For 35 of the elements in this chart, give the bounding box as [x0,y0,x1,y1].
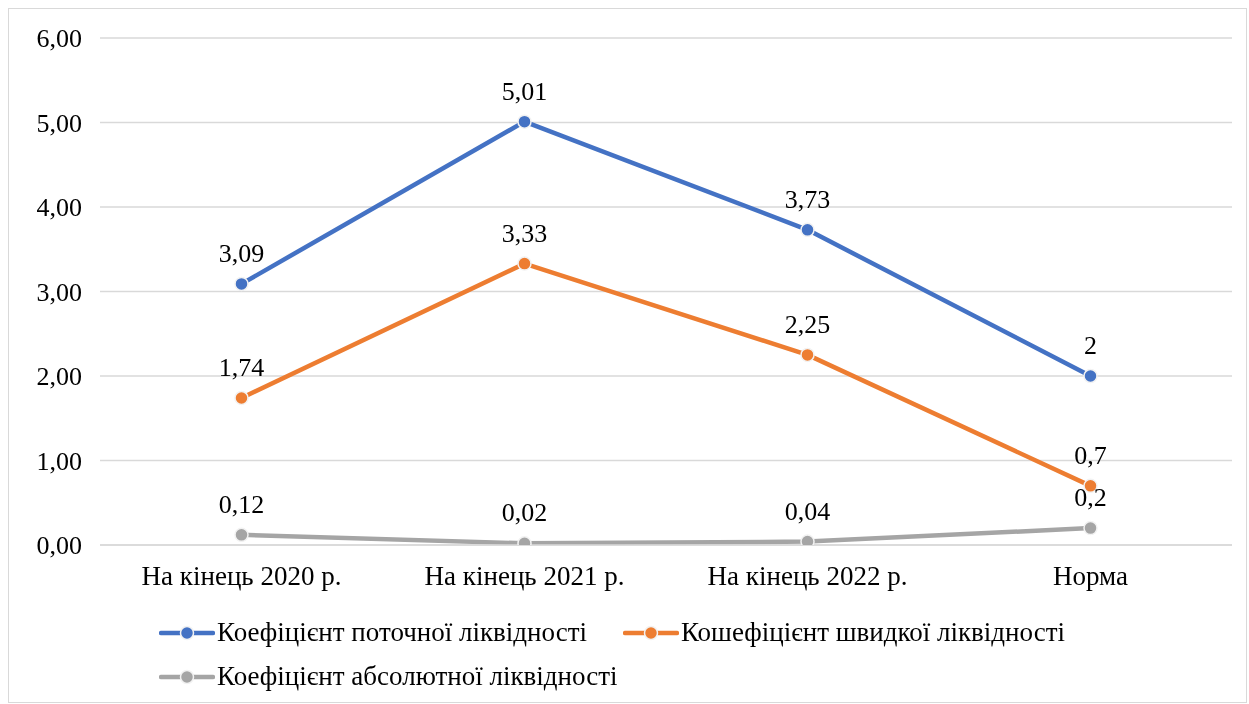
legend-label: Коефіцієнт абсолютної ліквідності [217,661,618,692]
point [234,527,249,543]
y-tick-label: 5,00 [36,108,82,138]
x-tick-label: На кінець 2022 р. [707,561,908,592]
point [234,276,249,292]
y-tick-label: 4,00 [36,193,82,223]
data-label: 0,12 [218,489,265,519]
data-label: 1,74 [218,352,265,382]
point [800,347,815,363]
data-label: 3,09 [218,238,265,268]
point [517,114,532,129]
data-label: 2,25 [784,309,831,339]
point [1083,368,1098,384]
data-label: 3,33 [501,218,548,248]
point [1083,520,1098,536]
point [517,256,532,271]
data-label: 0,04 [784,496,831,526]
data-label: 0,02 [501,498,548,528]
point [234,390,249,406]
y-tick-label: 2,00 [36,362,82,392]
x-tick-label: Норма [1053,561,1128,592]
data-label: 2 [1084,331,1097,360]
y-tick-label: 0,00 [36,531,82,561]
x-tick-label: На кінець 2021 р. [424,561,625,592]
data-label: 0,2 [1074,483,1107,513]
data-label: 3,73 [784,184,831,214]
y-tick-label: 1,00 [36,446,82,476]
x-tick-label: На кінець 2020 р. [141,561,342,592]
data-label: 0,7 [1074,440,1107,470]
legend-label: Кошефіцієнт швидкої ліквідності [680,617,1065,648]
point [800,222,815,238]
legend-label: Коефіцієнт поточної ліквідності [217,617,587,648]
data-label: 5,01 [501,76,548,106]
y-tick-label: 6,00 [36,24,82,54]
y-tick-label: 3,00 [36,277,82,307]
